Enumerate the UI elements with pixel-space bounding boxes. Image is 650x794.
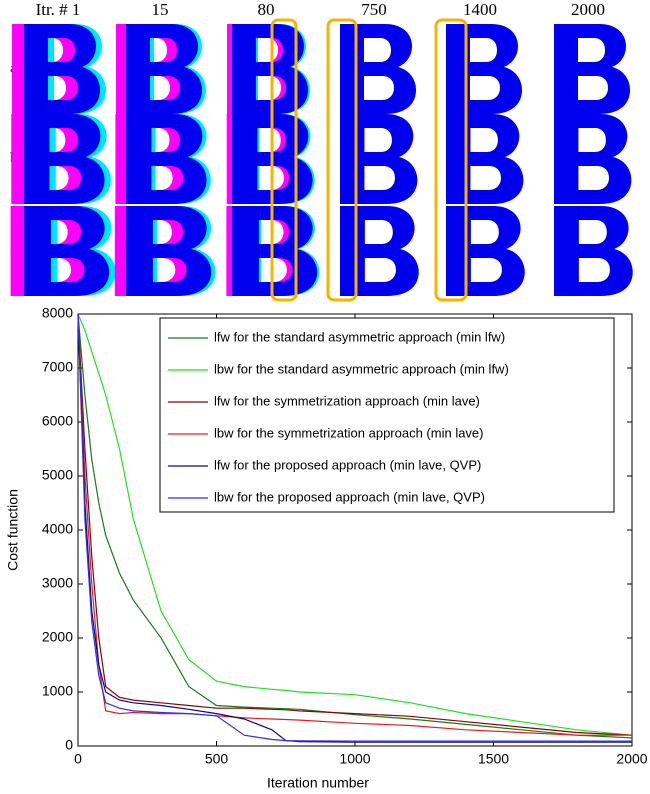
legend-label: lfw for the symmetrization approach (min… (214, 393, 480, 408)
legend-label: lbw for the standard asymmetric approach… (214, 361, 509, 376)
legend-label: lfw for the proposed approach (min lave,… (214, 457, 481, 472)
letter-blue (340, 114, 417, 204)
x-tick-label: 1000 (339, 751, 370, 767)
x-tick-label: 2000 (616, 751, 647, 767)
letter-blue (554, 24, 630, 114)
column-label: 2000 (571, 0, 605, 19)
column-label: 15 (152, 0, 169, 19)
letter-blue (446, 206, 525, 296)
column-label: 80 (258, 0, 275, 19)
y-tick-label: 5000 (42, 467, 73, 483)
column-label: 750 (361, 0, 387, 19)
column-label: 1400 (463, 0, 497, 19)
x-tick-label: 500 (205, 751, 229, 767)
letter-blue (554, 206, 633, 296)
letter-blue (446, 114, 523, 204)
y-tick-label: 8000 (42, 305, 73, 321)
figure: Itr. # 1158075014002000a)b)c) Iteration … (0, 0, 650, 794)
y-tick-label: 6000 (42, 413, 73, 429)
y-tick-label: 4000 (42, 521, 73, 537)
y-tick-label: 2000 (42, 629, 73, 645)
y-tick-label: 7000 (42, 359, 73, 375)
legend-label: lfw for the standard asymmetric approach… (214, 329, 505, 344)
image-grid: Itr. # 1158075014002000a)b)c) (10, 0, 633, 300)
x-axis-label: Iteration number (267, 775, 369, 791)
letter-blue (446, 24, 522, 114)
x-tick-label: 0 (74, 751, 82, 767)
y-tick-label: 0 (65, 737, 73, 753)
y-tick-label: 1000 (42, 683, 73, 699)
letter-blue (340, 24, 416, 114)
y-tick-label: 3000 (42, 575, 73, 591)
column-label: Itr. # 1 (36, 0, 81, 19)
x-tick-label: 1500 (478, 751, 509, 767)
legend-label: lbw for the symmetrization approach (min… (214, 425, 484, 440)
y-axis-label: Cost function (5, 489, 21, 571)
letter-blue (554, 114, 631, 204)
legend-box (160, 318, 614, 512)
legend-label: lbw for the proposed approach (min lave,… (214, 489, 485, 504)
letter-blue (340, 206, 419, 296)
